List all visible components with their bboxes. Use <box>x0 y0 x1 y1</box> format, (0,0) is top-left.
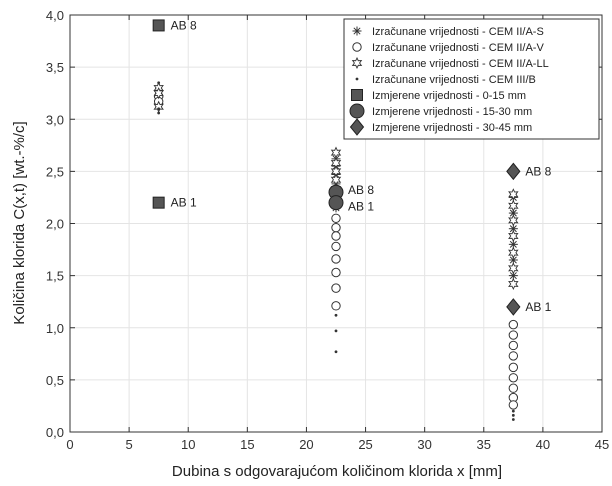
data-point <box>511 418 515 421</box>
data-point <box>506 162 521 181</box>
data-point <box>508 362 519 373</box>
data-point <box>508 373 519 383</box>
legend-marker <box>351 56 363 70</box>
data-point <box>331 222 341 233</box>
point-annotation: AB 8 <box>525 164 551 178</box>
axes <box>69 14 603 433</box>
x-tick-label: 10 <box>181 437 195 452</box>
y-tick-label: 0,5 <box>46 373 64 388</box>
point-annotation: AB 8 <box>348 183 374 197</box>
legend-label: Izračunane vrijednosti - CEM II/A-V <box>372 42 544 54</box>
y-tick-label: 3,5 <box>46 60 64 75</box>
legend-marker <box>352 26 362 36</box>
x-tick-label: 25 <box>358 437 372 452</box>
y-tick-label: 0,0 <box>46 425 64 440</box>
legend: Izračunane vrijednosti - CEM II/A-S Izrač… <box>343 18 600 140</box>
tick-labels: 0 5 10 15 20 25 30 35 40 45 0,0 0,5 1,0 1,5 2,0 2,5 3,0 3… <box>46 8 609 452</box>
x-axis-title: Dubina s odgovarajućom količinom klorida… <box>172 463 502 480</box>
data-marks <box>152 19 521 421</box>
data-point <box>331 283 341 293</box>
y-axis-title: Količina klorida C(x,t) [wt.-%/c] <box>11 121 28 324</box>
data-point <box>508 199 519 212</box>
legend-marker <box>355 77 359 81</box>
data-point <box>334 329 338 333</box>
y-tick-label: 2,5 <box>46 164 64 179</box>
data-point <box>508 229 519 243</box>
data-point <box>508 330 519 340</box>
y-tick-label: 3,0 <box>46 112 64 127</box>
y-tick-label: 1,0 <box>46 321 64 336</box>
data-point <box>331 231 341 241</box>
point-annotation: AB 8 <box>171 18 197 32</box>
legend-box <box>343 18 600 140</box>
data-point <box>152 19 165 32</box>
y-tick-label: 1,5 <box>46 269 64 284</box>
x-tick-label: 20 <box>299 437 313 452</box>
data-point <box>511 409 515 413</box>
data-point <box>331 267 341 278</box>
point-annotations: AB 8 AB 1 AB 8 AB 1 AB 8 AB 1 <box>171 18 552 313</box>
legend-label: Izračunane vrijednosti - CEM III/B <box>372 74 536 86</box>
data-point <box>331 213 341 223</box>
x-tick-label: 0 <box>66 437 73 452</box>
legend-label: Izmjerene vrijednosti - 0-15 mm <box>372 90 526 102</box>
data-point <box>157 111 161 115</box>
data-point <box>506 298 521 316</box>
point-annotation: AB 1 <box>348 200 374 214</box>
data-point <box>334 313 338 317</box>
legend-marker <box>351 89 363 101</box>
legend-label: Izračunane vrijednosti - CEM II/A-S <box>372 26 544 38</box>
legend-marker <box>349 103 365 119</box>
data-point <box>331 241 341 252</box>
data-point <box>153 87 164 100</box>
data-point <box>508 400 519 410</box>
legend-marker <box>349 118 365 136</box>
x-tick-label: 35 <box>477 437 491 452</box>
data-point <box>508 340 519 351</box>
data-point <box>152 196 165 209</box>
data-point <box>157 81 161 85</box>
legend-label: Izmjerene vrijednosti - 30-45 mm <box>372 122 532 134</box>
x-tick-label: 45 <box>595 437 609 452</box>
legend-label: Izračunane vrijednosti - CEM II/A-LL <box>372 58 549 70</box>
data-point <box>157 107 161 111</box>
point-annotation: AB 1 <box>171 196 197 210</box>
data-point <box>508 277 519 291</box>
point-annotation: AB 1 <box>525 300 551 314</box>
data-point <box>508 351 519 361</box>
data-point <box>508 319 519 330</box>
data-point <box>331 301 341 311</box>
legend-label: Izmjerene vrijednosti - 15-30 mm <box>372 106 532 118</box>
data-point <box>508 383 519 393</box>
data-point <box>508 214 519 227</box>
data-point <box>331 254 341 264</box>
data-point <box>508 262 519 275</box>
data-point <box>508 246 519 259</box>
x-tick-label: 15 <box>240 437 254 452</box>
x-tick-label: 40 <box>536 437 550 452</box>
legend-marker <box>352 42 362 52</box>
y-tick-label: 4,0 <box>46 8 64 23</box>
x-tick-label: 30 <box>417 437 431 452</box>
data-point <box>511 413 515 417</box>
x-tick-label: 5 <box>125 437 132 452</box>
data-point <box>508 188 519 201</box>
y-tick-label: 2,0 <box>46 217 64 232</box>
data-point <box>328 195 344 211</box>
data-point <box>334 350 338 354</box>
